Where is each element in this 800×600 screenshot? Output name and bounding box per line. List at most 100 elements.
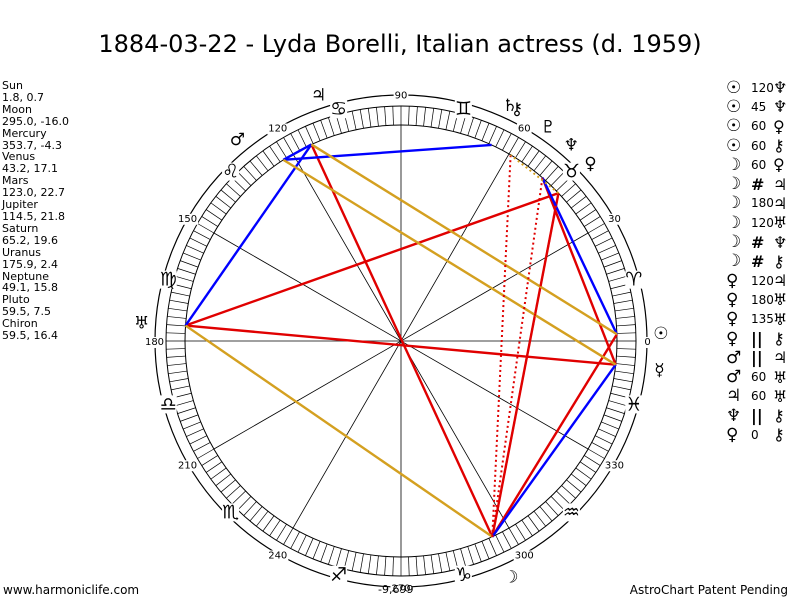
zodiac-sign-icon: ♍ [160, 269, 177, 291]
degree-tick [575, 467, 592, 480]
degree-tick [305, 538, 314, 556]
degree-tick [527, 150, 540, 167]
degree-tick [186, 245, 204, 254]
degree-tick [249, 506, 263, 522]
aspect-lines [184, 143, 618, 538]
zodiac-ring: 0 30 60 90 120 150 180 210 240 270 300 330 ♈ ♉ ♊ ♋ ♌ ♍ ♎ ♏ ♐… [143, 90, 652, 595]
aspect-line [184, 324, 493, 538]
planet-position-value: 49.1, 15.8 [2, 281, 58, 295]
sign-bg [454, 565, 472, 584]
aspect-planet-glyph: ☽ [726, 232, 742, 253]
degree-tick [614, 370, 634, 375]
degree-tick [533, 155, 546, 172]
aspect-row: ♆ || ⚷ [726, 406, 787, 426]
degree-tick [550, 496, 565, 511]
planet-name: Pluto [2, 293, 30, 307]
degree-tick [201, 455, 219, 466]
degree-tick [508, 137, 519, 155]
degree-tick [615, 363, 635, 366]
degree-label: 120 [268, 124, 287, 135]
degree-label: 0 [644, 337, 650, 348]
planet-positions-list: Sun 1.8, 0.7 Moon 295.0, -16.0 Mercury 353.7,… [2, 80, 69, 342]
degree-label-bg [516, 123, 532, 135]
sign-bg [159, 395, 177, 414]
degree-tick [182, 421, 201, 430]
degree-tick [169, 378, 189, 383]
degree-tick [177, 407, 196, 414]
degree-tick [566, 479, 582, 493]
sign-bg [222, 503, 240, 522]
zodiac-sign-icon: ♒ [563, 501, 580, 523]
aspect-row: ☽ # ♃ [726, 174, 787, 194]
aspect-line [510, 154, 560, 194]
degree-tick [423, 107, 426, 127]
degree-tick [201, 216, 219, 227]
degree-tick [561, 183, 576, 197]
degree-tick [169, 299, 189, 304]
planet-name: Mars [2, 174, 29, 188]
degree-tick [598, 428, 616, 437]
degree-tick [415, 106, 418, 126]
zodiac-sign-icon: ♉ [563, 161, 580, 183]
aspect-line [185, 192, 559, 327]
aspect-type: 0 [751, 427, 759, 442]
aspect-type: 60 [751, 119, 767, 134]
degree-tick [171, 385, 190, 391]
degree-label: 90 [395, 91, 408, 102]
aspect-type: # [751, 174, 765, 194]
planet-position-value: 65.2, 19.6 [2, 233, 58, 247]
degree-label: 180 [145, 337, 164, 348]
degree-tick [579, 209, 597, 221]
degree-tick [481, 122, 490, 141]
aspect-line [282, 158, 617, 366]
aspect-line [184, 143, 313, 327]
degree-tick [570, 473, 587, 486]
degree-tick [601, 252, 620, 261]
aspect-planet-glyph: ♆ [773, 97, 788, 117]
aspect-planet-glyph: ♅ [773, 213, 788, 233]
aspect-planet-glyph: ♀ [773, 155, 785, 175]
planet-position-value: 295.0, -16.0 [2, 114, 69, 128]
patent-notice: AstroChart Patent Pending [629, 583, 788, 597]
planet-position-value: 1.8, 0.7 [2, 90, 44, 104]
aspect-line [491, 154, 512, 537]
degree-tick [533, 510, 546, 527]
degree-tick [220, 479, 236, 493]
aspect-planet-glyph: ♅ [773, 309, 788, 329]
degree-tick [197, 448, 215, 459]
degree-tick [167, 316, 187, 319]
degree-tick [408, 106, 410, 126]
aspect-row: ♀ || ⚷ [726, 328, 787, 349]
aspect-type: 180 [751, 292, 774, 307]
degree-tick [312, 541, 321, 560]
degree-tick [283, 527, 294, 545]
degree-tick [166, 332, 186, 334]
degree-tick [182, 252, 201, 261]
aspect-planet-glyph: ⚷ [773, 136, 785, 156]
degree-tick [231, 490, 246, 505]
aspect-planet-glyph: ♆ [773, 232, 788, 252]
degree-tick [205, 209, 223, 221]
degree-tick [249, 160, 263, 176]
aspect-row: ☉ 45 ♆ [726, 97, 788, 117]
sign-bg [625, 395, 643, 414]
website-link[interactable]: www.harmoniclife.com [3, 583, 140, 597]
aspect-type: 45 [751, 99, 767, 114]
degree-tick [256, 155, 269, 172]
aspect-planet-glyph: ☉ [726, 116, 742, 137]
aspect-planet-glyph: ♃ [773, 271, 788, 291]
degree-tick [305, 126, 314, 144]
degree-tick [467, 546, 474, 565]
aspect-planet-glyph: ♀ [726, 328, 739, 349]
planet-name: Moon [2, 102, 32, 116]
degree-tick [612, 291, 631, 297]
degree-tick [290, 531, 300, 549]
aspect-planet-glyph: ♀ [726, 309, 739, 330]
sign-bg [330, 565, 348, 584]
aspect-list: ☉ 120 ♆ ☉ 45 ♆ ☉ 60 ♀ ☉ 60 ⚷ ☽ 60 ♀ ☽ # ♃ ☽ 180 ♃ ☽ 120 ♅ ☽ # ♆ ☽ # ⚷… [726, 78, 787, 445]
degree-tick [613, 378, 633, 383]
aspect-type: 120 [751, 80, 774, 95]
degree-label-bg [143, 337, 166, 348]
degree-tick [171, 291, 190, 297]
aspect-type: 60 [751, 157, 767, 172]
